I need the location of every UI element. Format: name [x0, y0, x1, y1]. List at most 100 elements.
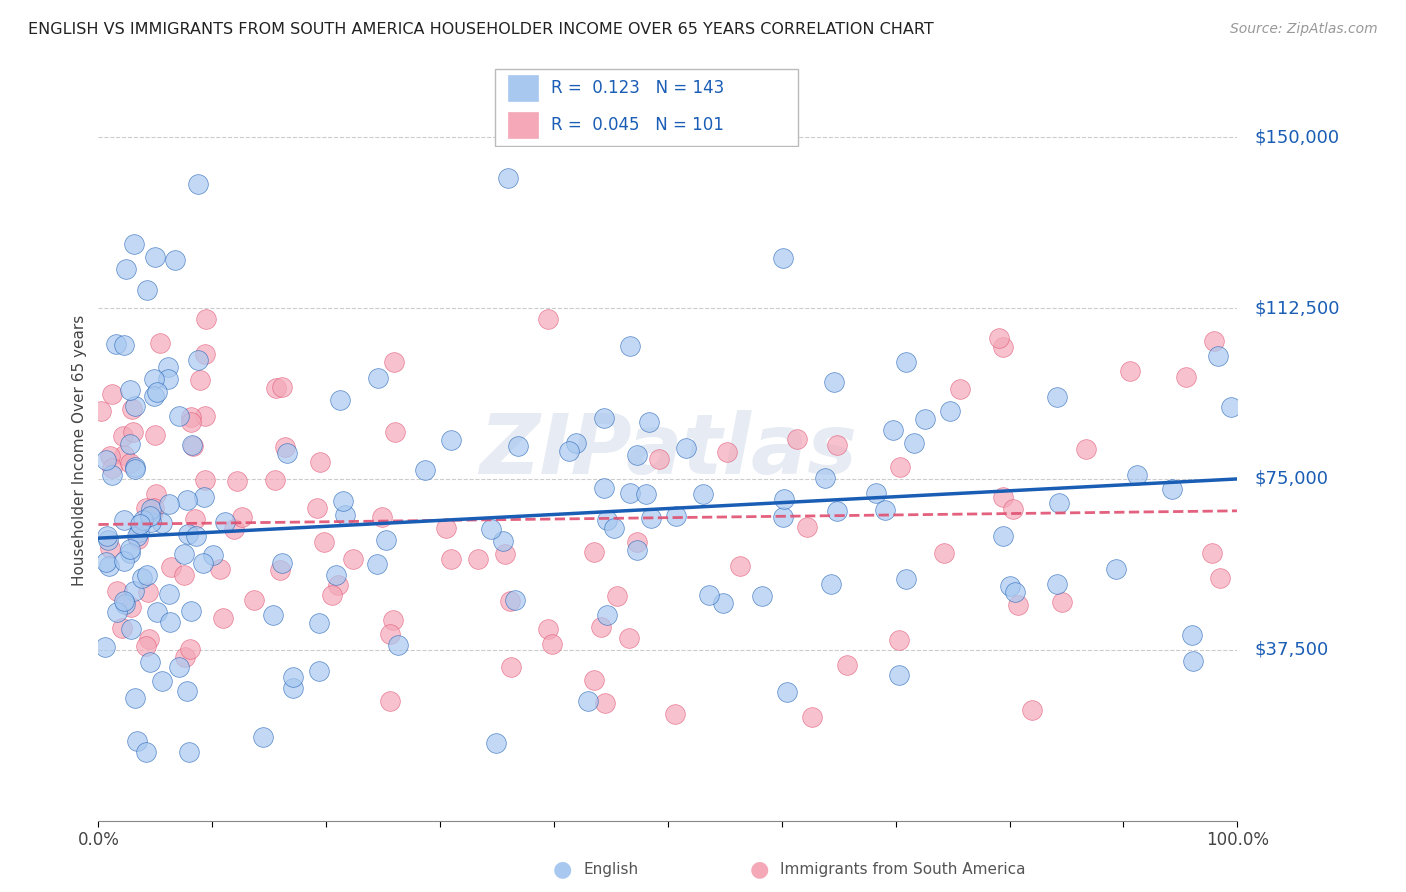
Text: R =  0.045   N = 101: R = 0.045 N = 101 [551, 116, 724, 134]
Point [823, 376, 845, 390]
Point [991, 529, 1014, 543]
Point [194, 474, 217, 488]
Point [160, 560, 183, 574]
Point [146, 605, 169, 619]
Point [537, 312, 560, 326]
Point [188, 373, 211, 387]
Point [105, 605, 128, 619]
Point [1001, 502, 1024, 516]
Point [820, 576, 842, 591]
Point [118, 437, 141, 451]
Point [325, 568, 347, 582]
Point [1119, 364, 1142, 378]
Point [1126, 468, 1149, 483]
Point [558, 444, 581, 458]
Point [305, 501, 328, 516]
Point [882, 424, 904, 438]
Point [1105, 562, 1128, 576]
Point [169, 660, 191, 674]
Point [593, 696, 616, 710]
Point [180, 604, 202, 618]
Text: ●: ● [749, 860, 769, 880]
Point [1021, 703, 1043, 717]
Point [467, 552, 489, 566]
Point [939, 404, 962, 418]
Point [384, 425, 406, 439]
Point [124, 691, 146, 706]
Point [157, 372, 180, 386]
Point [98, 449, 121, 463]
Point [541, 637, 564, 651]
Point [371, 510, 394, 524]
Point [120, 541, 142, 556]
Point [366, 557, 388, 571]
Point [135, 639, 157, 653]
Text: English: English [583, 863, 638, 877]
Point [101, 386, 124, 401]
Point [177, 527, 200, 541]
Point [145, 487, 167, 501]
Text: $75,000: $75,000 [1254, 470, 1329, 488]
Point [1007, 598, 1029, 612]
Point [1181, 654, 1204, 668]
Point [1181, 628, 1204, 642]
Point [1201, 546, 1223, 560]
Point [932, 546, 955, 560]
Point [626, 543, 648, 558]
Point [125, 529, 148, 543]
Point [136, 584, 159, 599]
Point [772, 510, 794, 524]
Point [271, 556, 294, 570]
Point [183, 511, 205, 525]
Point [139, 655, 162, 669]
Point [333, 508, 356, 523]
Point [122, 425, 145, 439]
Point [112, 594, 135, 608]
Point [121, 401, 143, 416]
Point [214, 515, 236, 529]
Point [308, 665, 330, 679]
Point [157, 359, 180, 374]
Point [269, 563, 291, 577]
Point [270, 380, 292, 394]
Point [262, 608, 284, 623]
Point [193, 557, 215, 571]
Point [378, 627, 401, 641]
Point [1076, 442, 1098, 456]
Point [640, 510, 662, 524]
Point [202, 548, 225, 562]
Point [146, 385, 169, 400]
Point [382, 613, 405, 627]
Point [96, 528, 118, 542]
Point [617, 631, 640, 645]
Point [1220, 400, 1243, 414]
Point [118, 383, 141, 397]
Point [163, 252, 186, 267]
Point [112, 554, 135, 568]
Point [231, 509, 253, 524]
Point [321, 588, 343, 602]
Point [90, 403, 112, 417]
Point [903, 435, 925, 450]
Point [485, 736, 508, 750]
Text: $112,500: $112,500 [1254, 299, 1340, 317]
Point [143, 250, 166, 264]
Point [96, 555, 118, 569]
Point [179, 745, 201, 759]
Point [827, 437, 849, 451]
Point [387, 638, 409, 652]
Point [209, 562, 232, 576]
Point [506, 439, 529, 453]
Point [593, 411, 616, 425]
Text: ENGLISH VS IMMIGRANTS FROM SOUTH AMERICA HOUSEHOLDER INCOME OVER 65 YEARS CORREL: ENGLISH VS IMMIGRANTS FROM SOUTH AMERICA… [28, 22, 934, 37]
Point [157, 587, 180, 601]
Point [136, 283, 159, 297]
Point [135, 501, 157, 516]
Point [494, 547, 516, 561]
Point [873, 503, 896, 517]
Text: R =  0.123   N = 143: R = 0.123 N = 143 [551, 78, 724, 96]
Point [148, 335, 170, 350]
Point [865, 486, 887, 500]
Point [1047, 496, 1070, 510]
Point [143, 428, 166, 442]
